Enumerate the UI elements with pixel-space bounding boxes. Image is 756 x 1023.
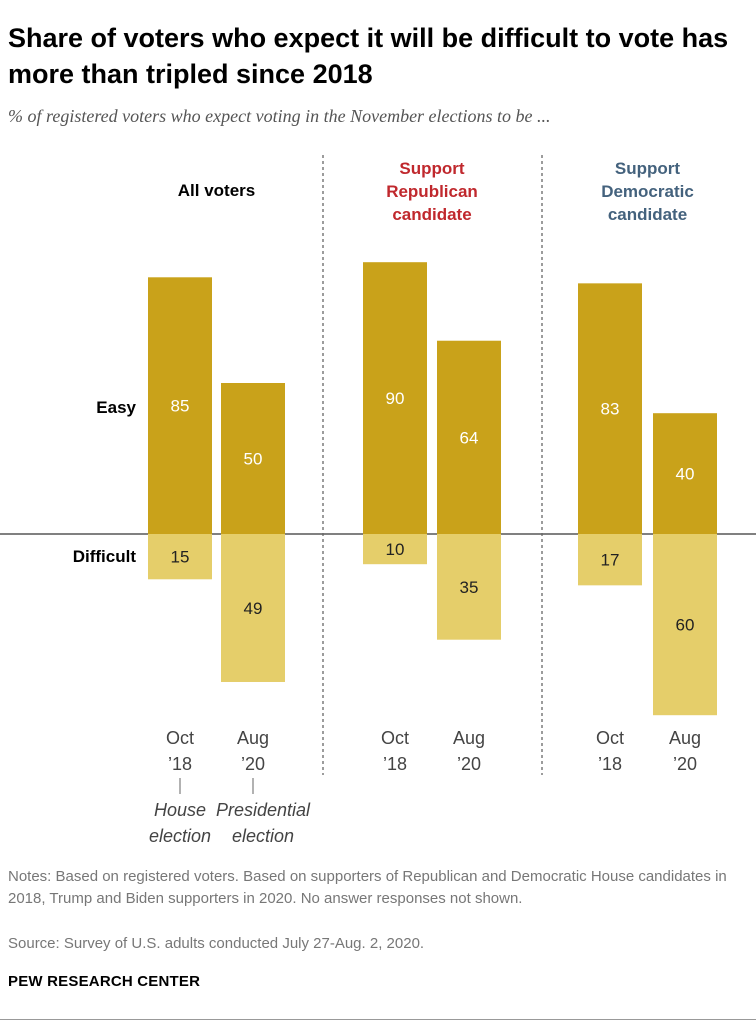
bar-easy-g2-b1 <box>363 262 427 534</box>
tick-label-g1-b2-line-2: ’20 <box>241 754 265 774</box>
bar-difficult-g2-b1 <box>363 534 427 565</box>
bar-easy-g1-b2 <box>221 383 285 534</box>
tick-label-g2-b1-line-1: Oct <box>381 728 409 748</box>
chart-notes: Notes: Based on registered voters. Based… <box>8 868 727 907</box>
bar-difficult-g2-b2 <box>437 534 501 640</box>
bar-easy-g3-b2 <box>653 413 717 534</box>
tick-label-g1-b1-line-1: Oct <box>166 728 194 748</box>
tick-label-g3-b1-line-1: Oct <box>596 728 624 748</box>
chart-subtitle: % of registered voters who expect voting… <box>8 106 551 126</box>
data-label-easy-g1-b1: 85 <box>171 397 190 416</box>
tick-label-g3-b2-line-1: Aug <box>669 728 701 748</box>
group-label-3-line-3: candidate <box>608 205 687 224</box>
row-label-easy: Easy <box>96 398 136 417</box>
bar-difficult-g3-b1 <box>578 534 642 586</box>
bar-easy-g1-b1 <box>148 277 212 534</box>
bar-easy-g2-b2 <box>437 340 501 534</box>
tick-label-g2-b1-line-2: ’18 <box>383 754 407 774</box>
brand-label: PEW RESEARCH CENTER <box>8 973 201 990</box>
bar-difficult-g3-b2 <box>653 534 717 716</box>
bar-chart: Easy Difficult All voters 85 15 Oct ’18 House el… <box>0 155 756 846</box>
tick-label-g2-b2-line-1: Aug <box>453 728 485 748</box>
bottom-rule <box>0 1019 756 1020</box>
group-label-2-line-1: Support <box>399 159 464 178</box>
data-label-easy-g2-b2: 64 <box>460 428 479 447</box>
annotation-2-line-2: election <box>232 826 294 846</box>
annotation-2-line-1: Presidential <box>216 800 311 820</box>
data-label-difficult-g1-b2: 49 <box>244 599 263 618</box>
tick-label-g1-b1-line-2: ’18 <box>168 754 192 774</box>
data-label-difficult-g2-b2: 35 <box>460 578 479 597</box>
chart-source: Source: Survey of U.S. adults conducted … <box>8 935 425 952</box>
data-label-difficult-g1-b1: 15 <box>171 548 190 567</box>
data-label-easy-g3-b2: 40 <box>676 465 695 484</box>
data-label-easy-g3-b1: 83 <box>601 400 620 419</box>
data-label-difficult-g3-b1: 17 <box>601 551 620 570</box>
data-label-difficult-g2-b1: 10 <box>386 540 405 559</box>
data-label-difficult-g3-b2: 60 <box>676 616 695 635</box>
bar-difficult-g1-b1 <box>148 534 212 580</box>
data-label-easy-g2-b1: 90 <box>386 389 405 408</box>
group-label-3-line-1: Support <box>615 159 680 178</box>
bar-easy-g3-b1 <box>578 283 642 534</box>
chart-title: Share of voters who expect it will be di… <box>8 23 729 89</box>
group-label-1-line-1: All voters <box>178 181 255 200</box>
group-label-3-line-2: Democratic <box>601 182 694 201</box>
tick-label-g3-b1-line-2: ’18 <box>598 754 622 774</box>
group-label-2-line-3: candidate <box>392 205 471 224</box>
data-label-easy-g1-b2: 50 <box>244 450 263 469</box>
tick-label-g3-b2-line-2: ’20 <box>673 754 697 774</box>
bar-difficult-g1-b2 <box>221 534 285 682</box>
group-label-2-line-2: Republican <box>386 182 478 201</box>
row-label-difficult: Difficult <box>73 547 137 566</box>
tick-label-g1-b2-line-1: Aug <box>237 728 269 748</box>
tick-label-g2-b2-line-2: ’20 <box>457 754 481 774</box>
annotation-1-line-2: election <box>149 826 211 846</box>
annotation-1-line-1: House <box>154 800 206 820</box>
